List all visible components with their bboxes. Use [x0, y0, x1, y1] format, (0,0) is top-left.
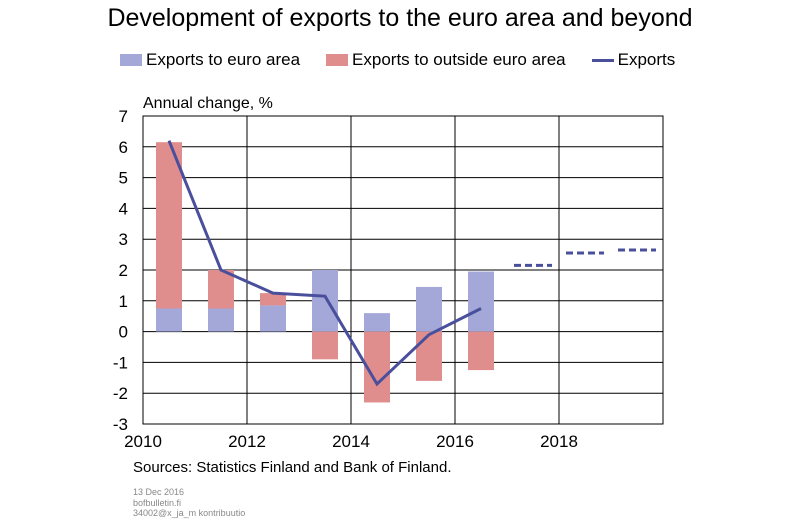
y-tick-label: 1: [119, 292, 128, 311]
bar-outside-euro-area: [468, 331, 494, 371]
y-tick-label: 4: [119, 199, 128, 218]
y-tick-label: 2: [119, 261, 128, 280]
meta-site: bofbulletin.fi: [133, 497, 182, 508]
legend-label-euro: Exports to euro area: [146, 50, 301, 69]
bar-euro-area: [416, 286, 442, 332]
legend-item-outside: Exports to outside euro area: [326, 50, 566, 70]
x-tick-label: 2016: [436, 432, 474, 451]
legend-swatch-outside: [326, 54, 349, 66]
bar-euro-area: [156, 308, 182, 332]
legend-label-outside: Exports to outside euro area: [352, 50, 566, 69]
legend-swatch-euro: [120, 54, 142, 66]
y-tick-label: 7: [119, 107, 128, 126]
bar-euro-area: [208, 308, 234, 332]
x-tick-label: 2012: [228, 432, 266, 451]
y-tick-label: -2: [113, 384, 128, 403]
bar-outside-euro-area: [260, 293, 286, 306]
chart-title: Development of exports to the euro area …: [107, 4, 693, 32]
bar-outside-euro-area: [156, 142, 182, 309]
y-tick-label: 0: [119, 323, 128, 342]
meta-date: 13 Dec 2016: [133, 487, 185, 497]
meta-code: 34002@x_ja_m kontribuutio: [133, 508, 246, 518]
y-tick-label: -3: [113, 415, 128, 434]
legend: Exports to euro area Exports to outside …: [120, 50, 701, 70]
x-tick-label: 2014: [332, 432, 370, 451]
y-tick-label: -1: [113, 353, 128, 372]
bar-euro-area: [364, 313, 390, 332]
bar-euro-area: [260, 305, 286, 332]
sources-note: Sources: Statistics Finland and Bank of …: [133, 459, 452, 476]
x-tick-label: 2018: [540, 432, 578, 451]
bar-euro-area: [312, 270, 338, 332]
bar-outside-euro-area: [312, 331, 338, 360]
y-axis-label: Annual change, %: [143, 95, 273, 112]
y-tick-label: 5: [119, 169, 128, 188]
meta-info: 13 Dec 2016 bofbulletin.fi 34002@x_ja_m …: [133, 487, 245, 519]
legend-item-euro: Exports to euro area: [120, 50, 300, 70]
bar-euro-area: [468, 271, 494, 332]
plot-frame: [142, 115, 664, 425]
bar-outside-euro-area: [416, 331, 442, 381]
legend-item-exports: Exports: [591, 50, 676, 70]
bar-outside-euro-area: [208, 270, 234, 309]
legend-label-exports: Exports: [617, 50, 676, 69]
y-tick-label: 6: [119, 138, 128, 157]
y-tick-label: 3: [119, 230, 128, 249]
legend-swatch-exports: [591, 58, 614, 62]
x-tick-label: 2010: [124, 432, 162, 451]
